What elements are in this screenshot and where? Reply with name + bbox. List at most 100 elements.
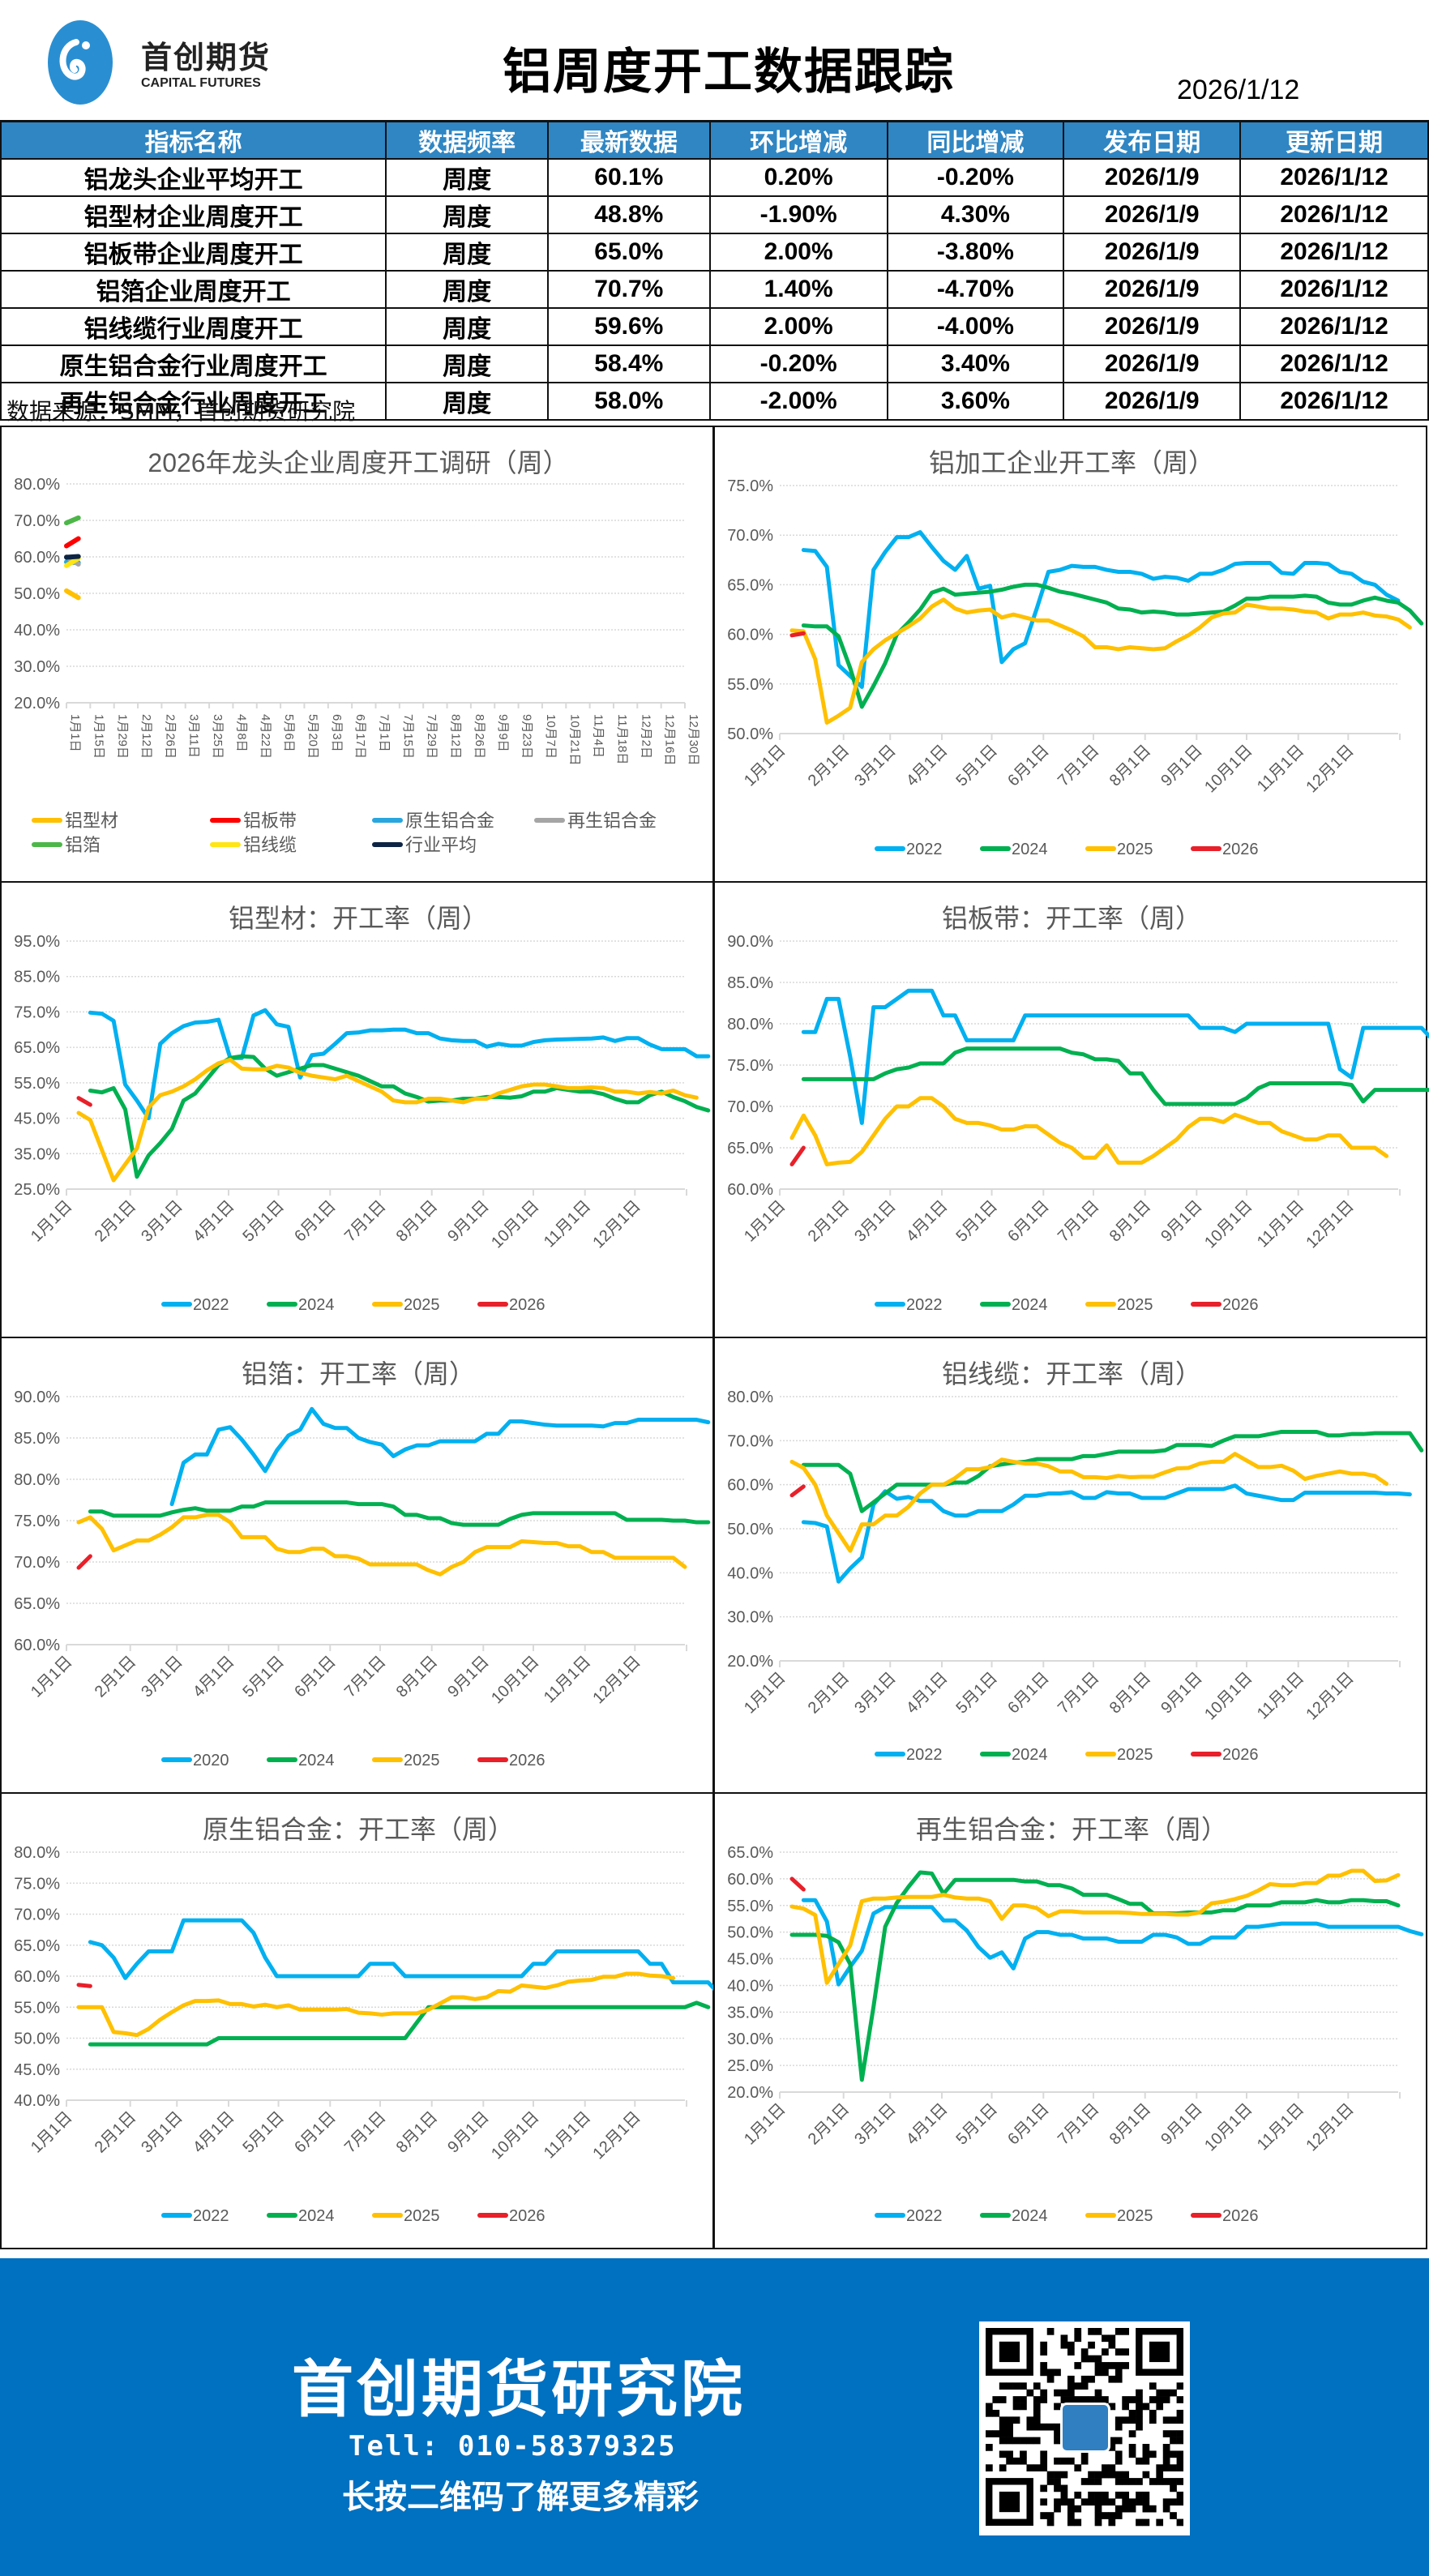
cell-update-date: 2026/1/12 (1239, 307, 1429, 346)
y-tick-label: 70.0% (727, 1432, 773, 1450)
y-tick-label: 60.0% (727, 1477, 773, 1495)
legend-label: 2022 (193, 2207, 229, 2225)
legend-item: 铝板带 (210, 811, 297, 831)
x-tick-label: 12月1日 (1303, 1669, 1357, 1723)
legend-label: 铝线缆 (243, 835, 297, 855)
y-tick-label: 20.0% (727, 2084, 773, 2102)
cell-latest: 58.4% (546, 344, 711, 383)
cell-indicator: 铝箔企业周度开工 (0, 270, 387, 309)
x-tick-label: 4月22日 (259, 714, 272, 759)
x-tick-label: 5月6日 (282, 714, 296, 752)
y-tick-label: 70.0% (14, 512, 60, 530)
legend-item: 2024 (267, 1752, 335, 1769)
y-tick-label: 40.0% (727, 1564, 773, 1582)
cell-frequency: 周度 (385, 270, 549, 309)
x-tick-label: 6月17日 (353, 714, 367, 759)
y-tick-label: 40.0% (14, 622, 60, 640)
legend-label: 2022 (906, 1296, 943, 1314)
x-tick-label: 9月1日 (444, 1197, 493, 1246)
legend-label: 2026 (1222, 2207, 1259, 2225)
y-tick-label: 45.0% (14, 1110, 60, 1128)
x-tick-label: 10月1日 (488, 1653, 542, 1707)
x-tick-label: 9月1日 (444, 2108, 493, 2157)
y-tick-label: 75.0% (727, 1057, 773, 1075)
chart-panel-secondary-alloy: 再生铝合金：开工率（周） 20.0% 25.0% 30.0% 35.0% 40.0% 45.… (713, 1792, 1427, 2249)
legend-label: 原生铝合金 (405, 811, 494, 831)
series-line-2026 (789, 631, 806, 638)
y-tick-label: 60.0% (14, 1968, 60, 1986)
series-line-2026 (76, 1096, 92, 1107)
qr-code[interactable] (979, 2321, 1190, 2535)
cell-wow: -2.00% (708, 382, 888, 421)
x-tick-label: 9月9日 (496, 714, 510, 752)
x-tick-label: 7月1日 (1055, 2100, 1103, 2149)
y-tick-label: 70.0% (14, 1554, 60, 1572)
series-line-铝线缆 (64, 555, 81, 568)
x-tick-label: 3月1日 (851, 1669, 900, 1718)
cell-yoy: 3.60% (886, 382, 1065, 421)
chart-title: 再生铝合金：开工率（周） (916, 1815, 1227, 1844)
series-line-2026 (76, 1983, 92, 1988)
y-tick-label: 55.0% (14, 1075, 60, 1093)
y-tick-label: 95.0% (14, 933, 60, 951)
chart-panel-leader: 2026年龙头企业周度开工调研（周） 20.0% 30.0% 40.0% 50.0% 60… (0, 426, 714, 883)
legend-item: 2024 (980, 1296, 1048, 1314)
legend-label: 2025 (404, 1296, 440, 1314)
y-tick-label: 70.0% (14, 1906, 60, 1924)
chart-leader-weekly-survey: 2026年龙头企业周度开工调研（周） 20.0% 30.0% 40.0% 50.0% 60… (14, 448, 700, 855)
cell-publish-date: 2026/1/9 (1063, 307, 1242, 346)
cell-update-date: 2026/1/12 (1239, 344, 1429, 383)
x-tick-label: 6月1日 (291, 1197, 340, 1246)
x-tick-label: 12月1日 (1303, 2100, 1357, 2155)
x-tick-label: 12月2日 (639, 714, 652, 759)
x-tick-label: 7月1日 (1055, 742, 1103, 790)
x-tick-label: 12月1日 (1303, 742, 1357, 796)
cell-frequency: 周度 (385, 195, 549, 234)
x-tick-label: 2月1日 (92, 1197, 140, 1246)
y-tick-label: 45.0% (727, 1951, 773, 1969)
x-tick-label: 7月1日 (1055, 1197, 1103, 1246)
table-row: 铝线缆行业周度开工 周度 59.6% 2.00% -4.00% 2026/1/9 2026/… (0, 307, 1429, 346)
qr-logo-icon (1060, 2403, 1110, 2453)
x-tick-label: 2月1日 (805, 1669, 854, 1718)
x-tick-label: 6月3日 (330, 714, 344, 752)
chart-panel-primary-alloy: 原生铝合金：开工率（周） 40.0% 45.0% 50.0% 55.0% 60.0% 65.… (0, 1792, 716, 2249)
legend-item: 原生铝合金 (372, 811, 494, 831)
y-tick-label: 70.0% (727, 1098, 773, 1116)
x-tick-label: 6月1日 (291, 2108, 340, 2157)
legend-item: 2025 (1085, 841, 1153, 858)
col-header-yoy: 同比增减 (886, 120, 1065, 160)
x-tick-label: 2月1日 (92, 2108, 140, 2157)
x-tick-label: 5月1日 (240, 1197, 289, 1246)
cell-indicator: 再生铝合金行业周度开工 (0, 382, 387, 421)
legend-label: 2025 (404, 1752, 440, 1769)
x-tick-label: 10月1日 (488, 1197, 542, 1252)
summary-header-row: 指标名称 数据频率 最新数据 环比增减 同比增减 发布日期 更新日期 (0, 120, 1429, 160)
y-tick-label: 90.0% (14, 1389, 60, 1406)
legend-item: 铝型材 (32, 811, 118, 831)
x-tick-label: 8月12日 (449, 714, 463, 759)
y-tick-label: 75.0% (727, 477, 773, 495)
series-line-2024 (88, 1500, 711, 1527)
x-tick-label: 9月1日 (1157, 2100, 1206, 2149)
table-row: 铝板带企业周度开工 周度 65.0% 2.00% -3.80% 2026/1/9 2026/… (0, 233, 1429, 272)
x-tick-label: 2月12日 (139, 714, 153, 759)
cell-frequency: 周度 (385, 382, 549, 421)
legend-label: 2022 (906, 1746, 943, 1764)
legend-label: 2024 (298, 1752, 335, 1769)
legend-label: 2024 (1012, 1296, 1048, 1314)
y-tick-label: 35.0% (727, 2004, 773, 2022)
legend-label: 2022 (906, 841, 943, 858)
series-line-2022 (801, 530, 1401, 689)
x-tick-label: 8月1日 (393, 1653, 442, 1701)
x-tick-label: 9月1日 (1157, 1669, 1206, 1718)
x-tick-label: 7月1日 (341, 1197, 390, 1246)
series-line-2026 (789, 1145, 806, 1166)
cell-yoy: -3.80% (886, 233, 1065, 272)
x-tick-label: 4月1日 (903, 742, 952, 790)
chart-panel-processing: 铝加工企业开工率（周） 50.0% 55.0% 60.0% 65.0% 70.0% 75.0… (713, 426, 1427, 883)
x-tick-label: 11月1日 (1254, 1669, 1307, 1722)
legend-label: 2025 (1117, 2207, 1153, 2225)
x-tick-label: 3月1日 (138, 1653, 186, 1701)
cell-latest: 58.0% (546, 382, 711, 421)
